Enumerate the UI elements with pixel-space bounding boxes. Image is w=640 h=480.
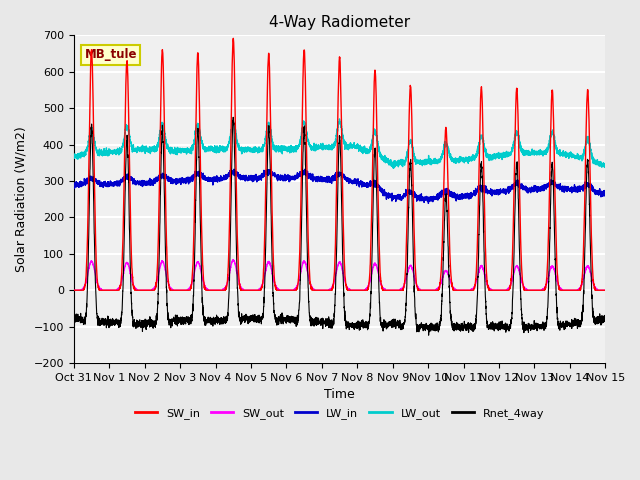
Y-axis label: Solar Radiation (W/m2): Solar Radiation (W/m2) — [15, 126, 28, 272]
Legend: SW_in, SW_out, LW_in, LW_out, Rnet_4way: SW_in, SW_out, LW_in, LW_out, Rnet_4way — [131, 403, 549, 423]
Text: MB_tule: MB_tule — [84, 48, 137, 61]
X-axis label: Time: Time — [324, 388, 355, 401]
Title: 4-Way Radiometer: 4-Way Radiometer — [269, 15, 410, 30]
